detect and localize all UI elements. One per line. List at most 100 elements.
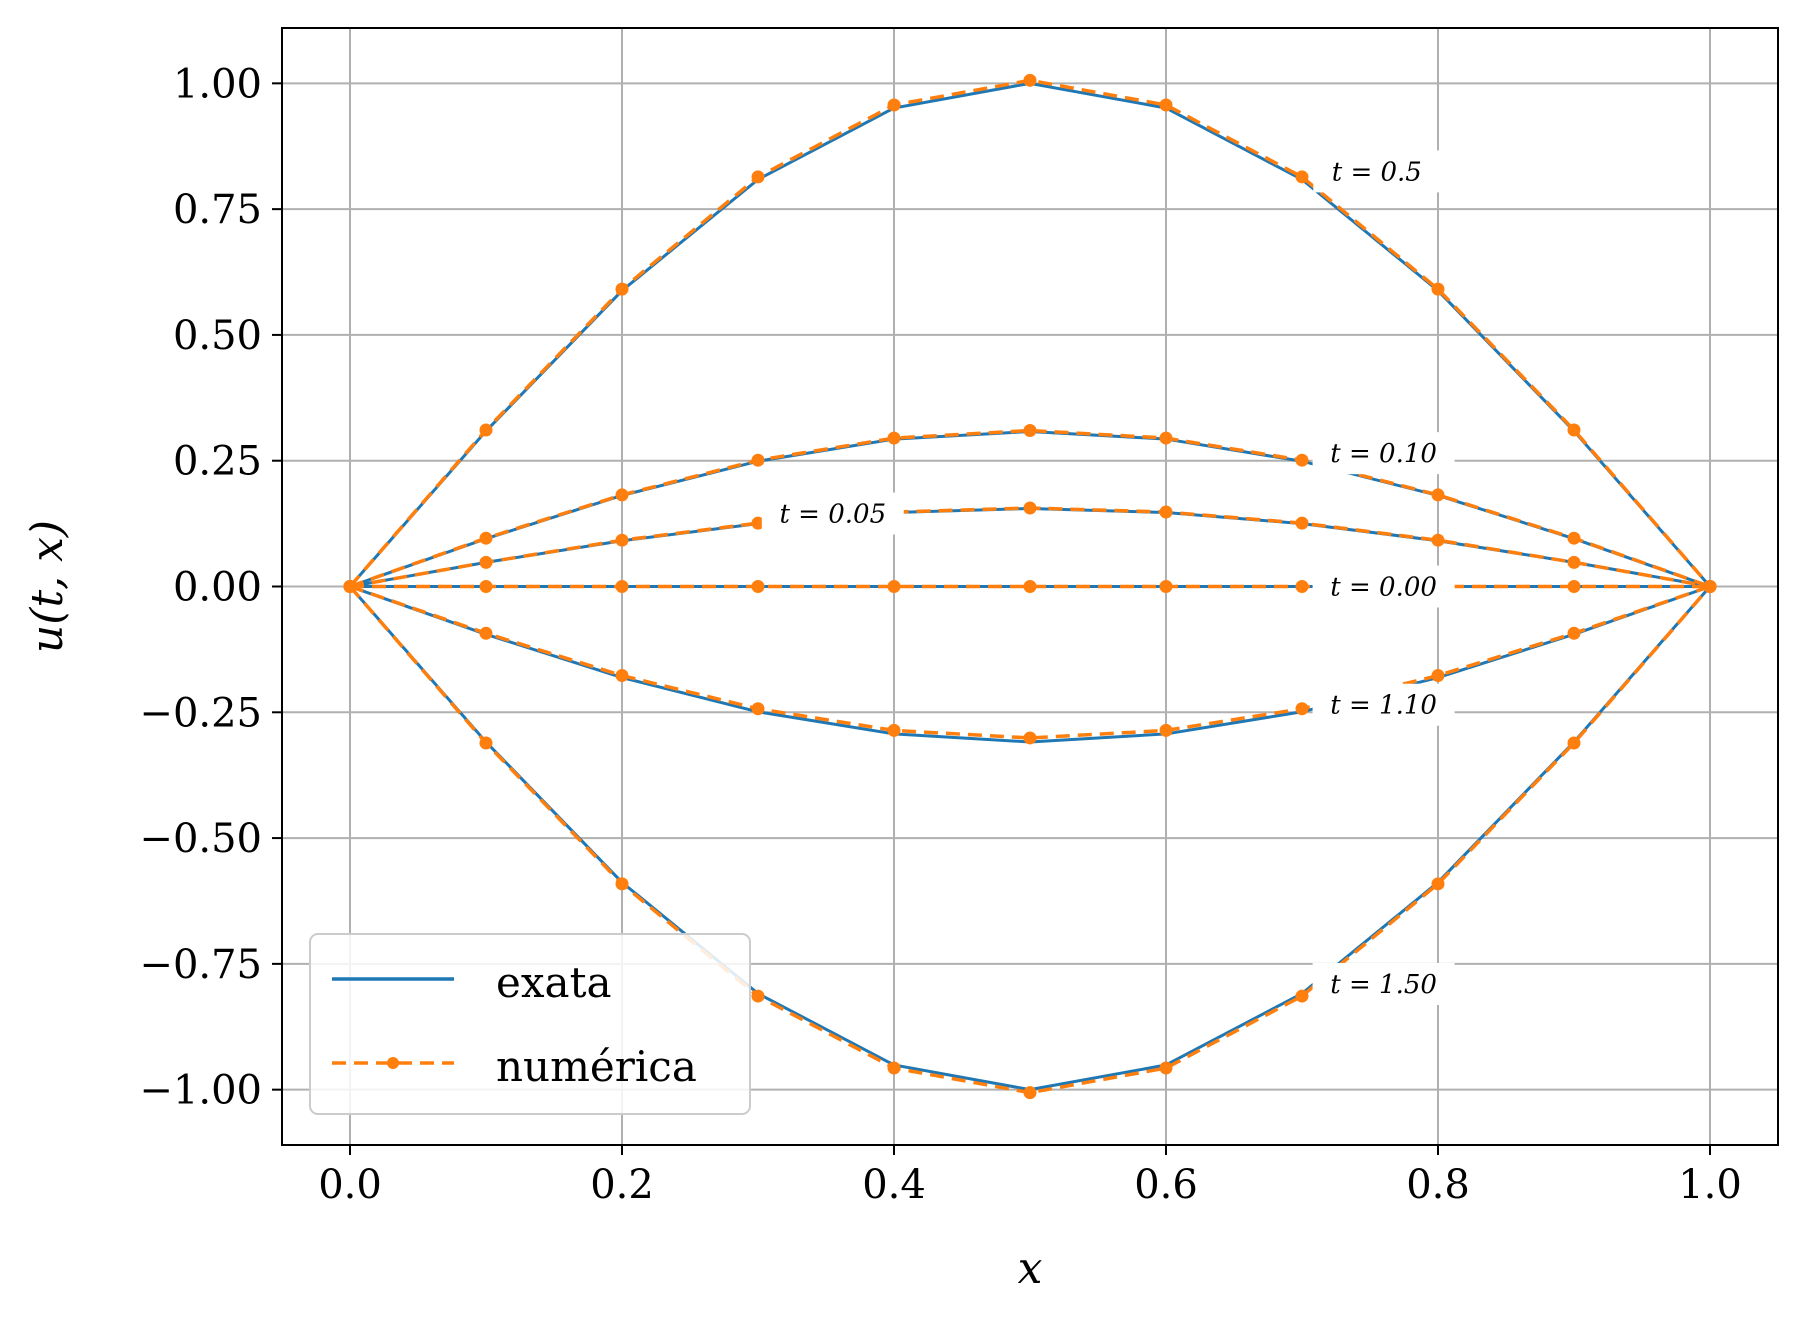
numeric-point	[1023, 580, 1037, 593]
numeric-point	[751, 580, 765, 593]
numeric-point	[1431, 533, 1445, 547]
curve-label-1: t = 0.05	[761, 492, 904, 535]
curve-label-text: t = 0.10	[1330, 439, 1437, 469]
numeric-point	[1567, 580, 1581, 593]
numeric-point	[751, 453, 765, 467]
curve-label-3: t = 0.5	[1313, 150, 1441, 193]
numeric-point	[1431, 669, 1445, 683]
numeric-point	[1159, 505, 1173, 519]
y-tick-label: −0.75	[139, 942, 262, 988]
numeric-point	[1431, 877, 1445, 891]
y-tick-label: 0.75	[173, 187, 262, 233]
y-tick-label: 0.00	[173, 565, 262, 611]
y-tick-label: −0.50	[139, 816, 262, 862]
numeric-point	[1295, 580, 1309, 593]
numeric-point	[479, 626, 493, 640]
numeric-point	[887, 723, 901, 737]
numeric-point	[1023, 73, 1037, 87]
numeric-point	[1159, 98, 1173, 112]
numeric-point	[479, 555, 493, 569]
numeric-point	[479, 736, 493, 750]
curve-label-bg	[1312, 683, 1455, 726]
numeric-point	[1703, 580, 1717, 593]
legend-numeric-label: numérica	[496, 1042, 697, 1091]
numeric-point	[1567, 423, 1581, 437]
curve-label-bg	[761, 492, 904, 535]
numeric-point	[479, 580, 493, 593]
numeric-point	[751, 170, 765, 184]
numeric-point	[1023, 731, 1037, 745]
curve-label-4: t = 1.10	[1312, 683, 1455, 726]
numeric-point	[1295, 516, 1309, 530]
y-ticks: 1.00 0.75 0.50 0.25 0.00 −0.25 −0.50 −0.75 −1.00	[139, 61, 282, 1114]
x-axis-label: x	[1018, 1243, 1043, 1294]
numeric-point	[751, 516, 765, 530]
curve-label-text: t = 1.50	[1330, 970, 1437, 1000]
x-tick-label: 0.6	[1134, 1162, 1198, 1208]
numeric-point	[1023, 501, 1037, 515]
x-tick-label: 0.8	[1406, 1162, 1470, 1208]
numeric-point	[615, 488, 629, 502]
numeric-point	[479, 531, 493, 545]
y-tick-label: −1.00	[139, 1068, 262, 1114]
legend: exata numérica	[309, 933, 751, 1115]
numeric-point	[615, 877, 629, 891]
curve-label-text: t = 0.05	[779, 500, 886, 530]
x-tick-label: 0.0	[318, 1162, 382, 1208]
numeric-point	[615, 282, 629, 296]
y-tick-label: 0.25	[173, 439, 262, 485]
curve-label-bg	[1312, 432, 1455, 475]
numeric-point	[1295, 989, 1309, 1003]
numeric-point	[1023, 1086, 1037, 1100]
curve-label-text: t = 1.10	[1330, 691, 1437, 721]
numeric-point	[1567, 736, 1581, 750]
numeric-point	[1159, 723, 1173, 737]
numeric-point	[1159, 431, 1173, 445]
numeric-point	[1431, 488, 1445, 502]
curve-labels: t = 0.00 t = 0.05 t = 0.10 t = 0.5 t = 1.10 t…	[761, 150, 1455, 1005]
numeric-point	[1023, 424, 1037, 438]
numeric-point	[751, 989, 765, 1003]
curve-label-bg	[1312, 565, 1455, 608]
legend-exact-label: exata	[496, 958, 612, 1007]
y-tick-label: 0.50	[173, 313, 262, 359]
exact-line-1	[349, 507, 1711, 588]
numeric-point	[887, 431, 901, 445]
y-tick-label: −0.25	[139, 690, 262, 736]
curve-label-5: t = 1.50	[1312, 962, 1455, 1005]
numeric-series	[343, 73, 1717, 1100]
exact-line-4	[349, 585, 1711, 744]
numeric-point	[1567, 531, 1581, 545]
numeric-point	[1159, 1061, 1173, 1075]
numeric-point	[479, 423, 493, 437]
legend-numeric-marker	[387, 1057, 399, 1069]
curve-label-2: t = 0.10	[1312, 432, 1455, 475]
numeric-line-4	[349, 584, 1711, 740]
x-tick-label: 0.2	[590, 1162, 654, 1208]
numeric-point	[1295, 453, 1309, 467]
numeric-point	[1567, 626, 1581, 640]
numeric-point	[615, 669, 629, 683]
numeric-point	[1159, 580, 1173, 593]
numeric-point	[1567, 555, 1581, 569]
curve-label-bg	[1312, 962, 1455, 1005]
curve-label-bg	[1313, 150, 1441, 193]
numeric-point	[1295, 170, 1309, 184]
numeric-point	[751, 702, 765, 716]
x-ticks: 0.0 0.2 0.4 0.6 0.8 1.0	[318, 1145, 1742, 1208]
numeric-point	[887, 1061, 901, 1075]
numeric-point	[343, 580, 357, 593]
numeric-line-1	[349, 506, 1711, 589]
numeric-point	[615, 533, 629, 547]
x-tick-label: 1.0	[1678, 1162, 1742, 1208]
y-axis-label: u(t, x)	[22, 520, 73, 653]
numeric-point	[615, 580, 629, 593]
x-tick-label: 0.4	[862, 1162, 926, 1208]
curve-label-text: t = 0.5	[1332, 157, 1422, 187]
numeric-point	[887, 98, 901, 112]
numeric-point	[1295, 702, 1309, 716]
curve-label-0: t = 0.00	[1312, 565, 1455, 608]
numeric-point	[1431, 282, 1445, 296]
y-tick-label: 1.00	[173, 61, 262, 107]
